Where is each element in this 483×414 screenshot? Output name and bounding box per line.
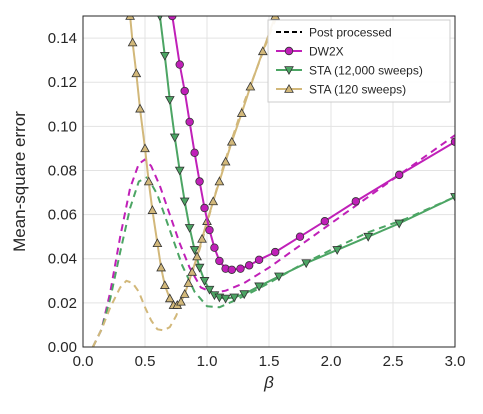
x-axis-label: β: [263, 373, 274, 392]
data-point: [189, 246, 200, 255]
data-point: [215, 256, 224, 266]
data-point: [204, 285, 215, 295]
tick-labels: 0.0 0.5 1.0 1.5 2.0 2.5 3.0 0.00 0.02 0.04 0.06 0.0…: [48, 30, 466, 370]
data-point: [179, 289, 190, 298]
data-point: [450, 137, 455, 146]
legend: Post processed DW2X STA (12,000 sweeps) STA…: [267, 19, 451, 103]
data-point: [197, 233, 207, 243]
data-point: [226, 136, 237, 146]
data-point: [363, 232, 374, 242]
series-line-sta-120-sweeps-post-processed: [92, 20, 277, 347]
data-point: [254, 282, 264, 292]
data-point: [195, 177, 204, 186]
data-point: [192, 251, 202, 261]
data-point: [152, 238, 163, 248]
data-point: [395, 170, 404, 180]
y-tick-label: 0.12: [48, 74, 77, 91]
data-point: [236, 108, 247, 117]
data-point: [271, 247, 280, 257]
data-point: [220, 156, 231, 166]
x-tick-label: 2.0: [321, 353, 342, 370]
data-point: [214, 176, 225, 186]
data-point: [208, 196, 219, 206]
data-point: [147, 205, 158, 214]
data-point: [394, 219, 405, 229]
legend-label: DW2X: [309, 45, 344, 59]
legend-marker: [284, 46, 294, 56]
legend-label: Post processed: [309, 26, 392, 40]
data-point: [257, 46, 268, 56]
x-tick-label: 3.0: [445, 353, 466, 370]
x-tick-label: 1.0: [197, 353, 218, 370]
legend-marker: [284, 83, 294, 93]
series-line-dw2x-post-processed: [92, 134, 455, 347]
data-point: [332, 246, 343, 255]
data-point: [184, 224, 195, 233]
data-point: [174, 166, 185, 176]
data-point: [301, 259, 312, 269]
x-tick-label: 0.0: [73, 353, 94, 370]
data-point: [143, 176, 154, 186]
data-point: [159, 51, 170, 61]
data-point: [135, 103, 145, 113]
data-point: [131, 68, 142, 78]
data-point: [156, 262, 166, 272]
data-point: [179, 197, 190, 207]
data-point: [245, 81, 256, 91]
series-line-sta-120-sweeps-: [129, 16, 277, 307]
data-point: [239, 290, 250, 300]
y-tick-label: 0.06: [48, 207, 77, 224]
data-point: [320, 217, 329, 226]
series-line-sta-12-000-sweeps-post-processed: [92, 176, 455, 347]
data-point: [169, 133, 180, 143]
data-point: [187, 266, 197, 276]
data-point: [164, 293, 175, 303]
y-tick-label: 0.14: [48, 30, 77, 47]
data-point: [351, 197, 360, 206]
data-point: [159, 280, 170, 289]
data-point: [190, 148, 199, 158]
y-tick-label: 0.00: [48, 339, 77, 356]
data-point: [176, 296, 186, 306]
data-point: [295, 232, 305, 241]
legend-marker: [284, 66, 294, 76]
data-point: [164, 96, 175, 105]
data-point: [229, 293, 240, 303]
x-tick-label: 1.5: [259, 353, 280, 370]
data-point: [244, 261, 254, 270]
y-tick-label: 0.08: [48, 162, 77, 179]
legend-label: STA (12,000 sweeps): [309, 64, 423, 78]
data-point: [127, 37, 138, 47]
x-tick-label: 2.5: [383, 353, 404, 370]
data-point: [199, 277, 210, 286]
y-tick-label: 0.02: [48, 295, 77, 312]
y-tick-label: 0.04: [48, 251, 77, 268]
data-point: [220, 294, 231, 304]
data-point: [194, 263, 205, 273]
data-point: [185, 117, 194, 127]
data-point: [227, 265, 236, 274]
data-point: [140, 143, 150, 153]
data-point: [210, 243, 219, 252]
data-point: [175, 60, 184, 69]
data-point: [183, 277, 194, 287]
legend-label: STA (120 sweeps): [309, 83, 406, 97]
data-point: [236, 264, 245, 273]
plot-frame: [82, 15, 456, 348]
data-point: [125, 16, 135, 20]
data-point: [205, 225, 214, 235]
data-point: [254, 255, 264, 265]
x-tick-label: 0.5: [135, 353, 156, 370]
data-point: [450, 193, 455, 202]
data-point: [200, 203, 209, 213]
y-tick-label: 0.10: [48, 118, 77, 135]
data-point: [270, 16, 281, 20]
y-axis-label: Mean-square error: [10, 111, 29, 252]
data-point: [274, 272, 284, 282]
data-point: [168, 16, 177, 21]
data-point: [180, 86, 189, 96]
